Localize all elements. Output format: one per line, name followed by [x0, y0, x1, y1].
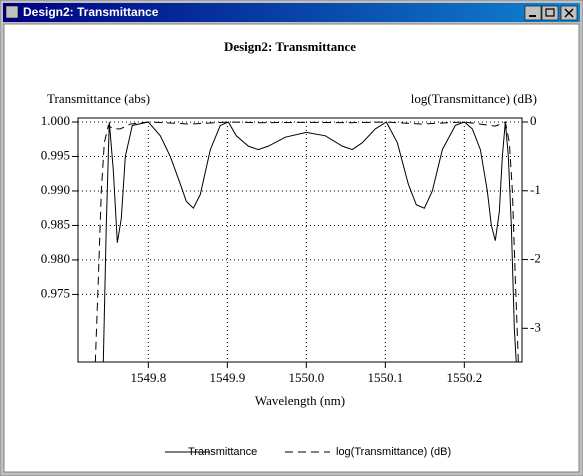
y-tick-label: 0.980 — [41, 251, 70, 266]
y2-tick-label: -2 — [530, 251, 541, 266]
minimize-button[interactable] — [524, 5, 542, 21]
plot-frame — [77, 117, 523, 363]
legend-label: Transmittance — [188, 446, 257, 458]
y-tick-label: 1.000 — [41, 113, 70, 128]
chart-title: Design2: Transmittance — [224, 39, 356, 54]
x-tick-label: 1550.2 — [446, 370, 482, 385]
x-axis-label: Wavelength (nm) — [255, 393, 345, 408]
app-icon — [5, 5, 19, 19]
client-area — [3, 23, 580, 473]
series-line — [94, 121, 519, 362]
legend-label: log(Transmittance) (dB) — [336, 446, 451, 458]
y2-tick-label: -1 — [530, 182, 541, 197]
series-line — [102, 121, 517, 362]
window-buttons — [524, 5, 578, 21]
x-tick-label: 1550.1 — [367, 370, 403, 385]
maximize-button[interactable] — [541, 5, 559, 21]
y-tick-label: 0.975 — [41, 285, 70, 300]
y-tick-label: 0.985 — [41, 216, 70, 231]
y2-axis-label: log(Transmittance) (dB) — [411, 91, 537, 106]
y-tick-label: 0.990 — [41, 182, 70, 197]
x-tick-label: 1549.8 — [130, 370, 166, 385]
y-axis-label: Transmittance (abs) — [47, 91, 150, 106]
window-title: Design2: Transmittance — [23, 5, 159, 19]
x-tick-label: 1549.9 — [209, 370, 245, 385]
y2-tick-label: -3 — [530, 319, 541, 334]
y-tick-label: 0.995 — [41, 147, 70, 162]
y2-tick-label: 0 — [530, 113, 537, 128]
x-tick-label: 1550.0 — [288, 370, 324, 385]
title-bar — [3, 3, 580, 22]
